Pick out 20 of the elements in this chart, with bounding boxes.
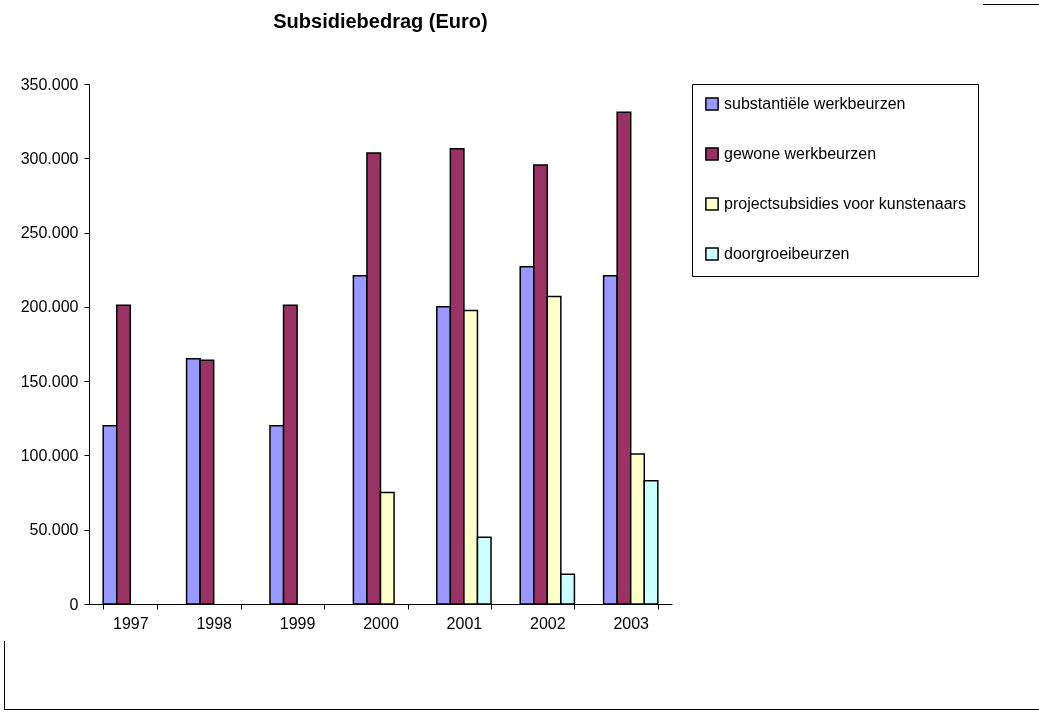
legend-label: gewone werkbeurzen (724, 145, 877, 162)
y-tick-label: 100.000 (20, 446, 79, 464)
y-tick-label: 300.000 (20, 149, 79, 167)
x-tick-label: 1998 (196, 614, 233, 632)
x-tick-label: 2003 (613, 614, 650, 632)
y-tick-label: 0 (69, 595, 79, 613)
y-tick-label: 250.000 (20, 224, 79, 242)
x-tick-label: 1997 (112, 614, 149, 632)
x-tick-label: 2000 (363, 614, 399, 632)
legend-label: projectsubsidies voor kunstenaars (724, 195, 966, 212)
legend-label: substantiële werkbeurzen (724, 95, 906, 112)
y-tick-label: 150.000 (20, 372, 79, 390)
y-tick-label: 200.000 (20, 298, 79, 316)
x-tick-label: 2001 (446, 614, 483, 632)
legend-label: doorgroeibeurzen (724, 245, 850, 262)
x-tick-label: 1999 (279, 614, 316, 632)
chart-title: Subsidiebedrag (Euro) (273, 10, 488, 32)
x-tick-label: 2002 (530, 614, 566, 632)
y-tick-label: 350.000 (20, 75, 79, 93)
y-tick-label: 50.000 (29, 521, 79, 539)
